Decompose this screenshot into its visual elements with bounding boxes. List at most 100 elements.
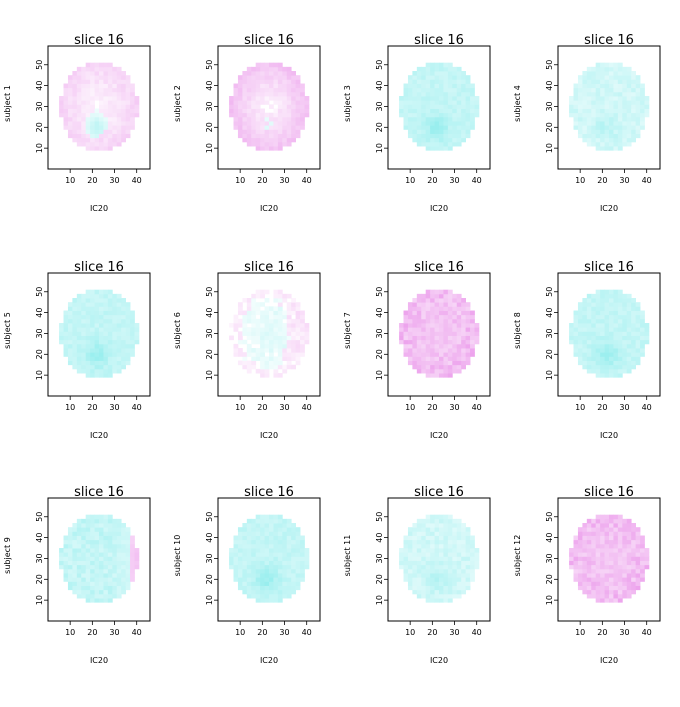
- heatmap-cell: [456, 116, 462, 122]
- heatmap-cell: [461, 121, 466, 126]
- heatmap-cell: [412, 548, 418, 553]
- heatmap-cell: [425, 318, 431, 324]
- heatmap-cell: [452, 577, 458, 582]
- heatmap-cell: [412, 323, 418, 328]
- heatmap-cell: [81, 535, 87, 541]
- heatmap-cell: [622, 339, 628, 345]
- heatmap-cell: [399, 104, 404, 109]
- heatmap-cell: [573, 577, 579, 582]
- heatmap-cell: [99, 577, 104, 582]
- heatmap-cell: [282, 121, 288, 126]
- heatmap-cell: [416, 360, 422, 366]
- heatmap-cell: [81, 108, 87, 114]
- heatmap-cell: [412, 331, 418, 336]
- plot-frame: [557, 272, 661, 397]
- heatmap-cell: [273, 335, 279, 341]
- heatmap-cell: [591, 535, 597, 541]
- heatmap-cell: [103, 523, 109, 528]
- heatmap-cell: [277, 535, 283, 541]
- heatmap-cell: [242, 100, 248, 105]
- y-tick-label: 30: [35, 101, 44, 111]
- heatmap-cell: [291, 87, 296, 93]
- heatmap-cell: [600, 356, 605, 361]
- heatmap-cell: [81, 556, 87, 561]
- heatmap-cell: [416, 518, 422, 524]
- heatmap-cell: [237, 581, 243, 586]
- heatmap-cell: [403, 552, 409, 557]
- heatmap-cell: [609, 87, 614, 93]
- heatmap-cell: [421, 87, 427, 93]
- heatmap-cell: [246, 129, 252, 134]
- heatmap-cell: [640, 314, 645, 320]
- heatmap-cell: [447, 133, 453, 139]
- heatmap-cell: [622, 318, 628, 324]
- heatmap-cell: [600, 83, 605, 89]
- heatmap-cell: [461, 556, 466, 561]
- heatmap-cell: [282, 112, 288, 118]
- heatmap-cell: [255, 523, 261, 528]
- heatmap-cell: [116, 100, 122, 105]
- heatmap-cell: [465, 318, 471, 324]
- heatmap-cell: [416, 318, 422, 324]
- heatmap-cell: [416, 302, 422, 307]
- heatmap-cell: [282, 556, 288, 561]
- heatmap-cell: [600, 298, 605, 303]
- heatmap-cell: [237, 360, 243, 366]
- x-tick-label: 20: [597, 403, 607, 412]
- heatmap-cell: [233, 352, 239, 357]
- heatmap-cell: [439, 573, 444, 578]
- heatmap-cell: [121, 75, 126, 80]
- heatmap-cell: [273, 331, 279, 336]
- heatmap-cell: [609, 543, 614, 549]
- heatmap-cell: [81, 348, 87, 353]
- heatmap-cell: [264, 83, 270, 89]
- heatmap-cell: [421, 348, 427, 353]
- heatmap-cell: [251, 573, 257, 578]
- heatmap-cell: [121, 318, 126, 324]
- heatmap-cell: [416, 125, 422, 130]
- heatmap-cell: [573, 104, 579, 109]
- heatmap-cell: [94, 62, 100, 68]
- heatmap-cell: [456, 518, 462, 524]
- heatmap-cell: [461, 137, 466, 143]
- heatmap-cell: [443, 79, 449, 84]
- heatmap-cell: [72, 335, 78, 341]
- heatmap-cell: [260, 360, 265, 366]
- heatmap-cell: [107, 129, 113, 134]
- panel-title: slice 16: [74, 485, 124, 500]
- heatmap-cell: [286, 539, 292, 545]
- heatmap-cell: [273, 556, 279, 561]
- heatmap-cell: [403, 348, 409, 353]
- heatmap-cell: [134, 335, 140, 341]
- heatmap-cell: [81, 293, 87, 299]
- heatmap-cell: [595, 364, 601, 370]
- heatmap-cell: [116, 548, 122, 553]
- heatmap-cell: [443, 137, 449, 143]
- heatmap-cell: [242, 364, 248, 370]
- heatmap-cell: [295, 577, 301, 582]
- heatmap-cell: [242, 129, 248, 134]
- heatmap-cell: [269, 79, 274, 84]
- heatmap-cell: [246, 548, 252, 553]
- heatmap-cell: [90, 116, 95, 122]
- heatmap-cell: [577, 125, 583, 130]
- heatmap-cell: [609, 364, 614, 370]
- heatmap-cell: [609, 318, 614, 324]
- heatmap-cell: [416, 83, 422, 89]
- heatmap-cell: [617, 129, 623, 134]
- heatmap-cell: [264, 531, 270, 536]
- heatmap-cell: [255, 104, 261, 109]
- heatmap-cell: [626, 318, 632, 324]
- heatmap-cell: [447, 302, 453, 307]
- heatmap-cell: [67, 306, 73, 311]
- heatmap-cell: [617, 577, 623, 582]
- heatmap-cell: [456, 581, 462, 586]
- heatmap-cell: [81, 364, 87, 370]
- heatmap-cell: [600, 364, 605, 370]
- y-tick-label: 20: [35, 574, 44, 584]
- heatmap-cell: [76, 339, 82, 345]
- heatmap-cell: [416, 539, 422, 545]
- heatmap-cell: [286, 585, 292, 591]
- heatmap-cell: [300, 87, 305, 93]
- heatmap-cell: [573, 543, 579, 549]
